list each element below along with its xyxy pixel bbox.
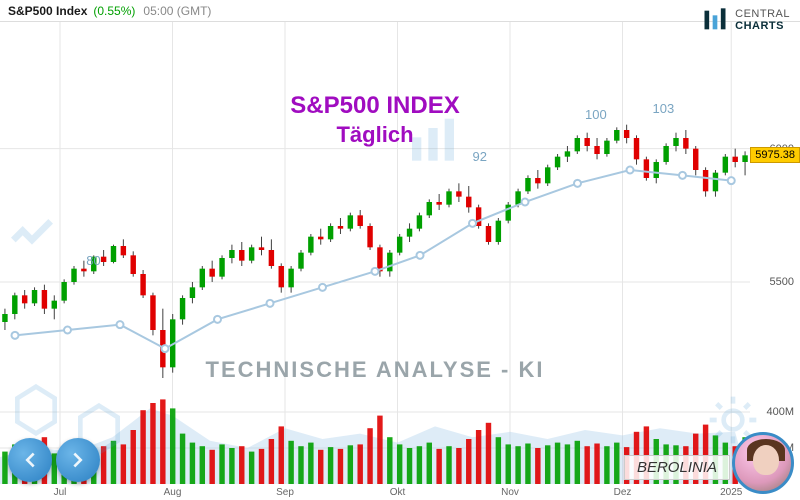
last-price-tag: 5975.38 [750,147,800,163]
nav-next-button[interactable] [56,438,100,482]
arrow-left-icon [19,449,41,471]
y-tick: 400M [766,406,794,418]
watermark-chart-icon [4,198,60,259]
plot-region[interactable]: S&P500 INDEX Täglich TECHNISCHE ANALYSE … [0,22,750,484]
chart-title: S&P500 INDEX [290,92,459,120]
x-tick: Aug [164,487,182,498]
y-tick: 5500 [770,276,794,288]
x-tick: Okt [390,487,406,498]
x-tick: Dez [614,487,632,498]
x-axis: Jul Aug Sep Okt Nov Dez 2025 [0,484,750,500]
watermark-hex-icon [8,382,64,443]
indicator-label: 92 [473,149,487,164]
chart-subtitle: Täglich [336,122,413,148]
x-tick: Nov [501,487,519,498]
chart-area: S&P500 INDEX Täglich TECHNISCHE ANALYSE … [0,22,800,500]
x-tick: Jul [54,487,67,498]
indicator-label: 100 [585,107,607,122]
x-tick: Sep [276,487,294,498]
timestamp: 05:00 (GMT) [143,4,211,18]
pct-change: (0.55%) [93,4,135,18]
indicator-label: 103 [653,101,675,116]
author-avatar[interactable] [732,432,794,494]
arrow-right-icon [67,449,89,471]
symbol-name: S&P500 Index [8,4,87,18]
x-tick: 2025 [720,487,742,498]
header-bar: S&P500 Index (0.55%) 05:00 (GMT) [0,0,800,22]
author-brand: BEROLINIA [624,455,730,480]
indicator-label: 80 [86,253,100,268]
chart-lower-title: TECHNISCHE ANALYSE - KI [206,357,545,383]
nav-prev-button[interactable] [8,438,52,482]
